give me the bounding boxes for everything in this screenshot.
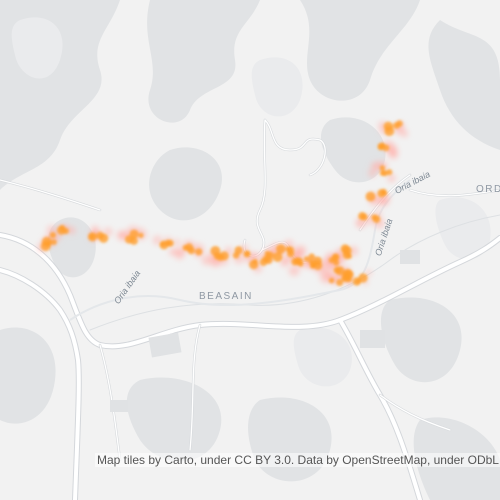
heat-halo-dot bbox=[103, 227, 113, 237]
heat-point bbox=[340, 244, 350, 254]
heat-point bbox=[380, 188, 387, 195]
heat-halo-dot bbox=[390, 152, 398, 159]
heat-point bbox=[365, 191, 376, 202]
heat-halo-dot bbox=[379, 199, 386, 205]
map-attribution: Map tiles by Carto, under CC BY 3.0. Dat… bbox=[95, 453, 500, 467]
heat-halo-dot bbox=[117, 230, 127, 241]
heat-point bbox=[87, 232, 98, 242]
heat-halo-dot bbox=[175, 250, 184, 260]
heat-point bbox=[328, 277, 335, 284]
heatmap-core-layer bbox=[40, 120, 403, 287]
heat-point bbox=[160, 241, 165, 247]
heat-point bbox=[249, 260, 259, 270]
heat-point bbox=[355, 279, 361, 284]
place-label-ord: ORD bbox=[476, 184, 500, 195]
heat-halo-dot bbox=[295, 245, 307, 257]
heat-halo-dot bbox=[252, 252, 259, 260]
heat-point bbox=[308, 253, 315, 260]
heat-halo-dot bbox=[321, 258, 330, 267]
heat-point bbox=[232, 252, 240, 259]
heat-point bbox=[138, 232, 144, 238]
heat-halo-dot bbox=[319, 271, 332, 284]
heat-halo-dot bbox=[288, 265, 300, 277]
heat-halo-dot bbox=[368, 169, 377, 178]
heat-point bbox=[276, 244, 286, 254]
heat-halo-dot bbox=[201, 255, 212, 266]
heat-point bbox=[51, 239, 57, 246]
heat-point bbox=[384, 126, 395, 137]
heat-point bbox=[195, 248, 203, 256]
heat-point bbox=[216, 253, 225, 261]
heat-point bbox=[335, 266, 345, 276]
heat-point bbox=[358, 273, 368, 283]
railway-line bbox=[89, 214, 500, 331]
heat-point bbox=[166, 239, 174, 247]
place-label-beasain: BEASAIN bbox=[199, 291, 253, 302]
heat-point bbox=[59, 224, 66, 232]
heat-halo-dot bbox=[365, 269, 372, 276]
heat-point bbox=[313, 261, 323, 270]
terrain-relief-light bbox=[11, 17, 491, 387]
heat-point bbox=[333, 259, 340, 266]
heat-point bbox=[377, 142, 385, 151]
heat-halo-dot bbox=[355, 218, 366, 229]
heat-point bbox=[393, 122, 400, 129]
heat-halo-dot bbox=[388, 146, 395, 153]
heat-point bbox=[96, 231, 104, 240]
heat-point bbox=[49, 232, 57, 239]
heat-halo-dot bbox=[400, 129, 409, 138]
heat-point bbox=[342, 275, 349, 282]
heat-point bbox=[298, 261, 304, 267]
heat-point bbox=[381, 170, 388, 177]
heat-point bbox=[332, 253, 340, 261]
heat-point bbox=[187, 246, 196, 255]
heat-halo-dot bbox=[173, 239, 180, 246]
heat-point bbox=[243, 250, 251, 258]
heat-point bbox=[371, 214, 378, 221]
heat-point bbox=[336, 278, 344, 287]
heat-point bbox=[41, 236, 52, 247]
heat-point bbox=[124, 235, 134, 244]
heat-point bbox=[287, 250, 295, 258]
heat-point bbox=[360, 213, 368, 221]
heat-halo-dot bbox=[152, 235, 162, 245]
heat-halo-dot bbox=[370, 162, 378, 170]
heat-point bbox=[264, 256, 273, 264]
heat-point bbox=[272, 252, 283, 262]
heat-point bbox=[303, 256, 310, 262]
heat-point bbox=[379, 165, 386, 171]
heat-point bbox=[346, 253, 352, 259]
heat-halo-dot bbox=[387, 174, 396, 183]
building-blocks bbox=[110, 250, 420, 412]
